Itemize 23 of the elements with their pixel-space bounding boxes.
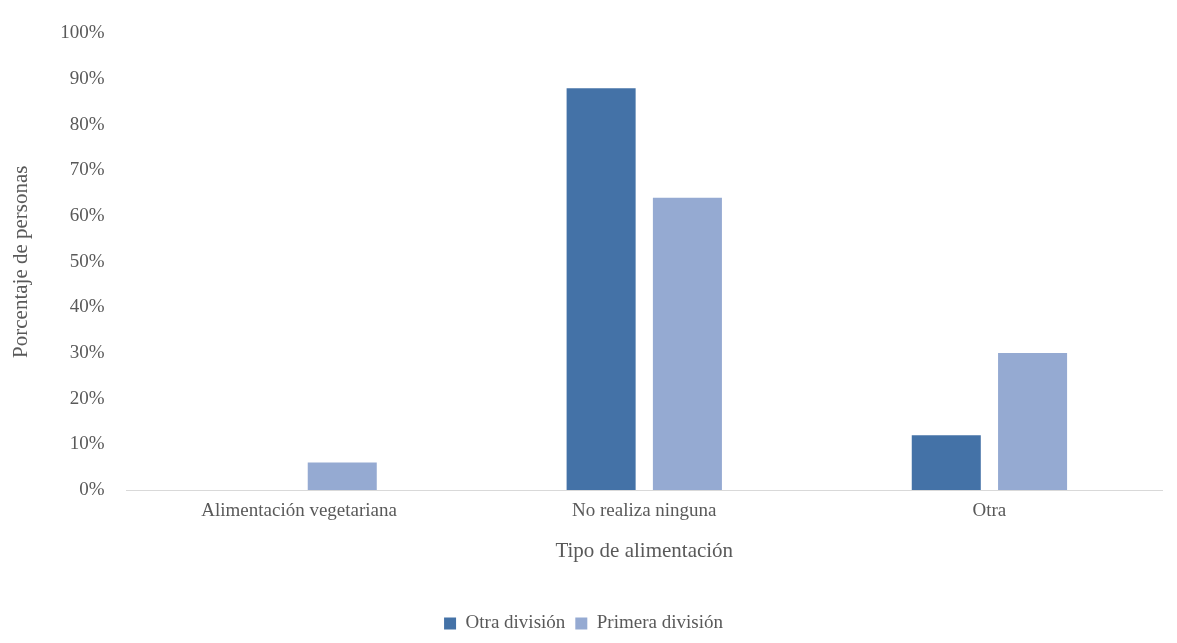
y-tick-label: 20% [69,386,105,408]
y-tick-label: 40% [69,295,105,317]
x-tick-label: Alimentación vegetariana [201,499,398,521]
bar [307,462,377,490]
y-tick-label: 30% [69,341,105,362]
y-tick-label: 90% [69,67,105,89]
x-tick-label: No realiza ninguna [571,499,718,521]
y-axis-title: Porcentaje de personas [8,165,33,358]
y-tick-label: 60% [69,204,105,226]
legend-label: Otra división [465,611,566,633]
x-tick-label: Otra [972,499,1007,521]
y-tick-label: 100% [60,21,105,43]
y-tick-label: 80% [69,112,105,134]
bar [652,197,722,490]
y-tick-label: 10% [69,432,105,454]
bar [911,435,981,490]
bar [566,88,636,490]
y-tick-label: 0% [79,477,105,499]
legend-label: Primera división [596,611,724,633]
y-tick-label: 50% [69,249,105,271]
bar [998,353,1068,490]
y-tick-label: 70% [69,158,105,180]
x-axis-title: Tipo de alimentación [555,537,734,562]
